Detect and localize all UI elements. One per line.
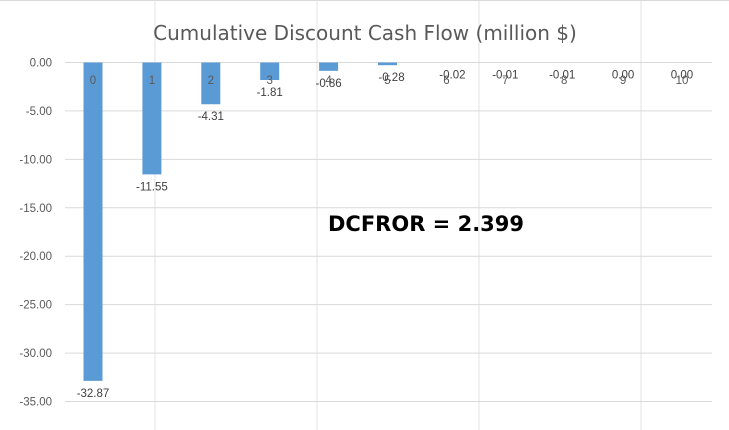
category-label: 8	[561, 75, 567, 87]
bar	[83, 62, 103, 381]
category-label: 6	[443, 75, 449, 87]
data-label: -0.02	[439, 70, 465, 82]
y-tick-label: -30.00	[19, 348, 52, 360]
category-label: 10	[676, 75, 689, 87]
y-axis-tick-labels: 0.00 -5.00 -10.00 -15.00 -20.00 -25.00 -30.00 -…	[19, 58, 52, 409]
category-label: 3	[266, 75, 272, 87]
data-label: -0.28	[378, 72, 404, 84]
chart-title: Cumulative Discount Cash Flow (million $…	[153, 21, 577, 45]
y-tick-label: -25.00	[19, 300, 52, 312]
data-label: -11.55	[136, 181, 168, 193]
category-label: 7	[502, 75, 508, 87]
y-tick-label: -5.00	[26, 106, 52, 118]
category-label: 4	[325, 75, 332, 87]
data-label: -4.31	[198, 111, 224, 123]
bar	[319, 62, 339, 71]
y-tick-label: -10.00	[19, 154, 52, 166]
data-label: -32.87	[77, 388, 110, 400]
bar	[201, 62, 221, 105]
data-labels: -32.87 -11.55 -4.31 -1.81 -0.86 -0.28 -0.02 -0.…	[77, 70, 694, 400]
data-label: -0.86	[315, 78, 341, 90]
category-label: 9	[620, 75, 626, 87]
dcfror-annotation: DCFROR = 2.399	[328, 212, 524, 236]
y-tick-label: -20.00	[19, 251, 52, 263]
data-label: -0.01	[549, 70, 575, 82]
category-labels: 0 1 2 3 4 5 6 7 8 9 10	[90, 75, 689, 87]
y-tick-label: 0.00	[30, 58, 52, 70]
data-label: 0.00	[612, 70, 634, 82]
y-tick-label: -15.00	[19, 203, 52, 215]
category-label: 1	[149, 75, 155, 87]
category-label: 2	[208, 75, 214, 87]
data-label: 0.00	[671, 70, 693, 82]
data-label: -0.01	[492, 70, 518, 82]
bar	[260, 62, 280, 81]
bars	[83, 62, 397, 381]
y-tick-label: -35.00	[19, 397, 52, 409]
category-label: 0	[90, 75, 96, 87]
data-label: -1.81	[257, 87, 283, 99]
bar	[378, 62, 397, 66]
bar	[142, 62, 162, 175]
category-label: 5	[384, 75, 390, 87]
